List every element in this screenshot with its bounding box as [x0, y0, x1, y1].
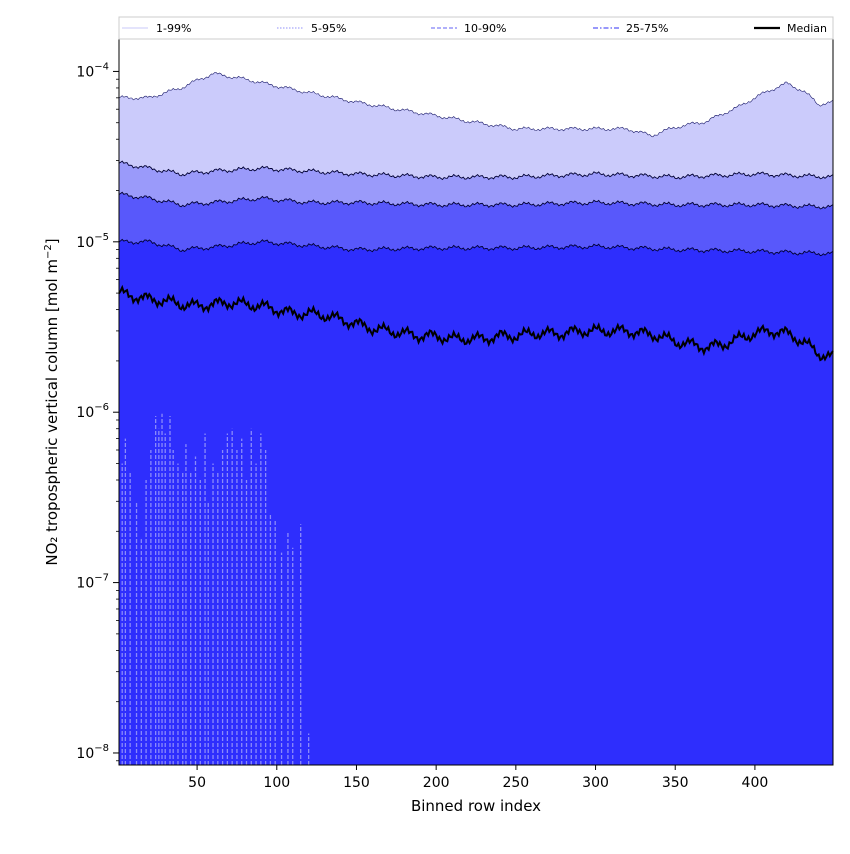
legend-label: 25-75%: [626, 22, 668, 35]
x-tick-label: 50: [188, 775, 206, 791]
x-tick-label: 150: [343, 775, 370, 791]
y-axis-label-exponent: −2: [43, 244, 54, 259]
legend-box: [118, 16, 834, 40]
band-10-90pct: [119, 192, 833, 256]
y-axis-label-close: ]: [43, 238, 61, 244]
x-tick-label: 300: [582, 775, 609, 791]
y-tick-label: 10−8: [76, 743, 109, 762]
x-axis-label: Binned row index: [411, 797, 541, 815]
legend-label: 1-99%: [156, 22, 191, 35]
legend-label: Median: [787, 22, 827, 35]
band-1-99pct: [119, 72, 833, 180]
y-tick-label: 10−4: [76, 61, 109, 80]
y-tick-label: 10−7: [76, 573, 109, 592]
band-edge-1-99pct: [118, 72, 834, 138]
legend-label: 10-90%: [464, 22, 506, 35]
x-tick-label: 400: [742, 775, 769, 791]
band-edge-25-75pct: [118, 238, 834, 257]
band-25-75pct: [119, 239, 833, 765]
x-tick-label: 200: [423, 775, 450, 791]
band-edge-10-90pct: [118, 191, 834, 210]
y-axis-label: NO₂ tropospheric vertical column [mol m−…: [43, 238, 61, 565]
x-tick-label: 100: [263, 775, 290, 791]
x-tick-label: 350: [662, 775, 689, 791]
y-axis-label-main: NO₂ tropospheric vertical column [mol m: [43, 259, 61, 566]
legend-label: 5-95%: [311, 22, 346, 35]
y-tick-label: 10−6: [76, 402, 109, 421]
median-line: [118, 284, 834, 362]
band-5-95pct: [119, 161, 833, 209]
y-tick-label: 10−5: [76, 232, 109, 251]
x-tick-label: 250: [502, 775, 529, 791]
band-edge-5-95pct: [118, 160, 834, 181]
